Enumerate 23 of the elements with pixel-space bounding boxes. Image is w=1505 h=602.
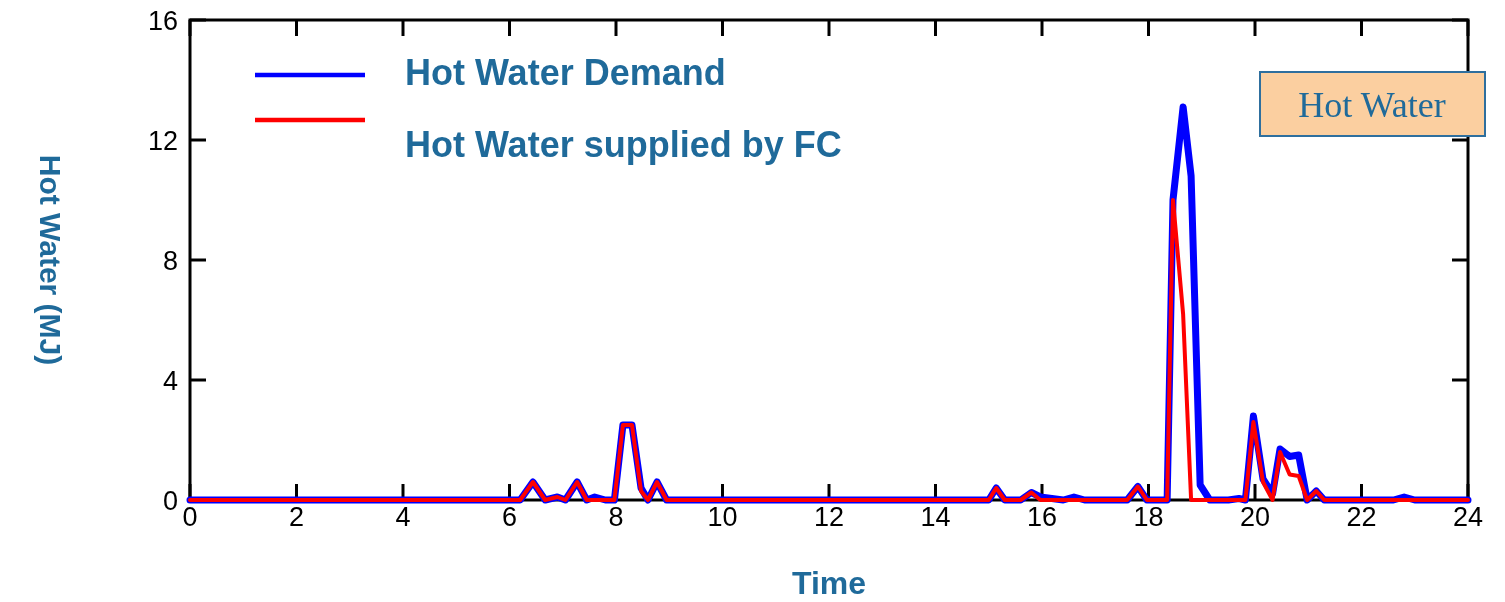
- annotation: Hot Water: [1298, 85, 1446, 125]
- x-tick-label: 12: [813, 502, 845, 532]
- legend-label: Hot Water Demand: [405, 52, 726, 93]
- legend-label: Hot Water supplied by FC: [405, 124, 842, 165]
- x-tick-label: 10: [707, 502, 738, 532]
- y-tick-label: 8: [162, 246, 178, 276]
- x-tick-label: 2: [288, 502, 305, 532]
- y-tick-label: 16: [147, 6, 178, 36]
- y-tick-label: 12: [147, 126, 178, 156]
- y-tick-label: 4: [162, 366, 178, 396]
- x-tick-label: 4: [395, 502, 411, 532]
- x-tick-label: 6: [501, 502, 518, 532]
- x-tick-label: 14: [920, 502, 951, 532]
- x-tick-label: 22: [1346, 502, 1377, 532]
- x-tick-label: 18: [1133, 502, 1164, 532]
- x-tick-label: 16: [1026, 502, 1058, 532]
- line-series: [188, 198, 1470, 502]
- x-axis-title: Time: [791, 565, 867, 601]
- y-axis-title: Hot Water (MJ): [34, 154, 67, 366]
- x-tick-label: 8: [608, 502, 624, 532]
- x-tick-label: 0: [182, 502, 198, 532]
- x-tick-label: 20: [1239, 502, 1271, 532]
- x-tick-label: 24: [1452, 502, 1484, 532]
